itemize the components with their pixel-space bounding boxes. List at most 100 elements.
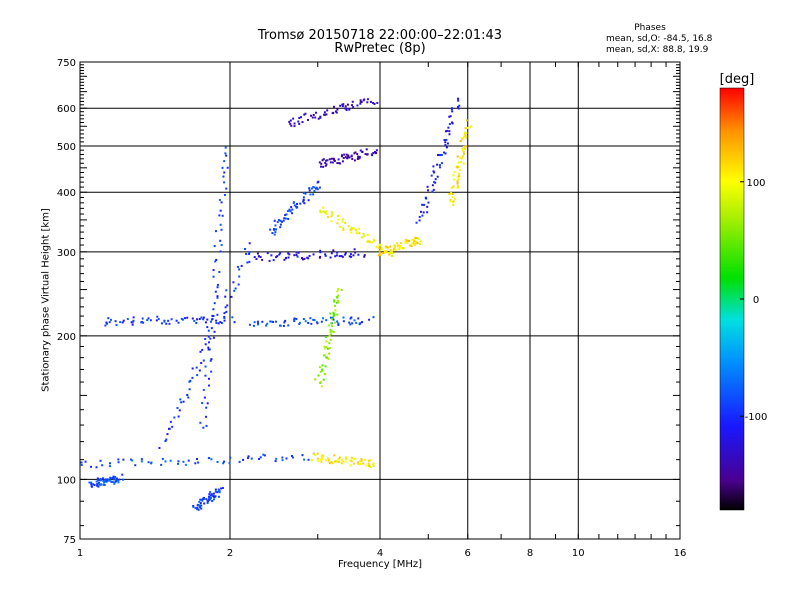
data-point	[438, 154, 441, 157]
data-point	[363, 255, 366, 258]
data-point	[436, 175, 439, 178]
data-point	[223, 316, 226, 319]
data-point	[337, 158, 340, 161]
data-point	[118, 478, 121, 481]
data-point	[259, 456, 262, 459]
data-point	[285, 457, 288, 460]
data-point	[217, 322, 220, 325]
data-point	[437, 154, 440, 157]
colorbar-label: [deg]	[720, 72, 755, 87]
data-point	[341, 220, 344, 223]
data-point	[220, 244, 223, 247]
data-point	[422, 211, 425, 214]
data-point	[452, 174, 455, 177]
data-point	[223, 181, 226, 184]
data-point	[270, 320, 273, 323]
data-point	[214, 495, 217, 498]
data-point	[202, 359, 205, 362]
data-point	[101, 464, 104, 467]
data-point	[224, 152, 227, 155]
data-point	[336, 290, 339, 293]
data-point	[423, 203, 426, 206]
x-tick-label: 2	[227, 548, 233, 559]
data-point	[194, 462, 197, 465]
data-point	[353, 152, 356, 155]
data-point	[211, 317, 214, 320]
data-point	[207, 384, 210, 387]
data-point	[449, 200, 452, 203]
data-point	[215, 319, 218, 322]
data-point	[338, 255, 341, 258]
data-point	[324, 164, 327, 167]
data-point	[92, 483, 95, 486]
data-point	[157, 318, 160, 321]
data-point	[382, 252, 385, 255]
data-point	[203, 496, 206, 499]
data-point	[342, 316, 345, 319]
data-point	[375, 151, 378, 154]
data-point	[328, 459, 331, 462]
data-point	[321, 456, 324, 459]
data-point	[229, 456, 232, 459]
data-point	[301, 454, 304, 457]
data-point	[291, 208, 294, 211]
data-point	[284, 214, 287, 217]
data-point	[317, 374, 320, 377]
x-tick-label: 1	[77, 548, 83, 559]
data-point	[414, 242, 417, 245]
data-point	[411, 242, 414, 245]
data-point	[385, 250, 388, 253]
data-point	[319, 115, 322, 118]
data-point	[359, 322, 362, 325]
data-point	[326, 216, 329, 219]
data-point	[131, 323, 134, 326]
data-point	[221, 214, 224, 217]
data-point	[326, 356, 329, 359]
data-point	[322, 165, 325, 168]
data-point	[418, 219, 421, 222]
data-point	[140, 460, 143, 463]
data-point	[319, 209, 322, 212]
data-point	[319, 370, 322, 373]
data-point	[348, 156, 351, 159]
data-point	[362, 462, 365, 465]
data-point	[205, 424, 208, 427]
y-tick-label: 300	[57, 248, 76, 259]
data-point	[198, 318, 201, 321]
data-point	[334, 460, 337, 463]
data-point	[103, 479, 106, 482]
data-point	[426, 211, 429, 214]
data-point	[424, 196, 427, 199]
data-point	[349, 464, 352, 467]
data-point	[111, 480, 114, 483]
data-point	[122, 478, 125, 481]
data-point	[209, 359, 212, 362]
data-point	[141, 317, 144, 320]
data-point	[274, 460, 277, 463]
data-point	[361, 150, 364, 153]
data-point	[280, 220, 283, 223]
data-point	[248, 251, 251, 254]
data-point	[89, 465, 92, 468]
data-point	[211, 500, 214, 503]
data-point	[318, 186, 321, 189]
data-point	[212, 498, 215, 501]
data-point	[103, 481, 106, 484]
data-point	[189, 379, 192, 382]
data-point	[352, 227, 355, 230]
data-point	[356, 153, 359, 156]
data-point	[440, 162, 443, 165]
data-point	[334, 309, 337, 312]
data-point	[191, 367, 194, 370]
data-point	[109, 318, 112, 321]
data-point	[293, 317, 296, 320]
data-point	[214, 488, 217, 491]
data-point	[253, 256, 256, 259]
data-point	[326, 159, 329, 162]
data-point	[108, 462, 111, 465]
data-point	[206, 501, 209, 504]
data-point	[309, 317, 312, 320]
data-point	[198, 504, 201, 507]
data-point	[165, 322, 168, 325]
data-point	[256, 323, 259, 326]
